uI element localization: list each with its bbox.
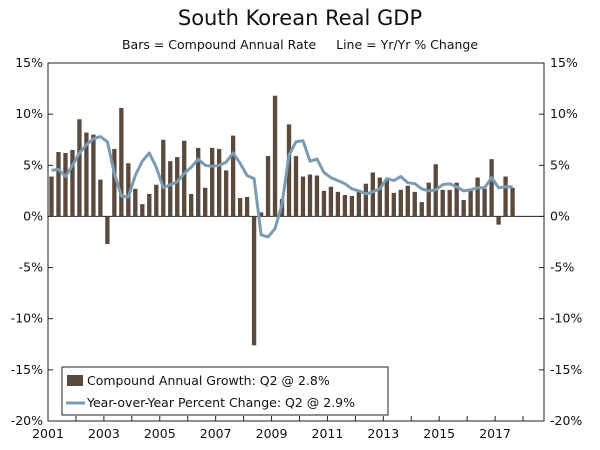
bar xyxy=(251,216,257,346)
bar xyxy=(454,182,459,217)
bar xyxy=(447,189,452,217)
bar xyxy=(286,124,292,217)
bar xyxy=(168,161,173,217)
bar xyxy=(370,172,376,217)
bar xyxy=(356,189,362,217)
bar xyxy=(140,204,145,217)
bar xyxy=(328,186,334,217)
bar xyxy=(63,153,68,217)
bar xyxy=(56,151,61,217)
bar xyxy=(377,177,382,217)
y-tick-label-right: 10% xyxy=(550,106,578,121)
bar xyxy=(196,147,201,217)
bar xyxy=(405,185,410,217)
x-tick-label: 2005 xyxy=(144,426,176,441)
y-tick-label-right: -20% xyxy=(550,413,582,428)
legend-label-line: Year-over-Year Percent Change: Q2 @ 2.9% xyxy=(86,395,355,410)
bar xyxy=(335,191,341,217)
x-tick-label: 2001 xyxy=(32,426,64,441)
x-tick-label: 2017 xyxy=(479,426,511,441)
y-tick-label-right: 15% xyxy=(550,55,578,70)
plot-frame xyxy=(47,62,545,422)
bar xyxy=(461,200,466,217)
bar xyxy=(105,216,110,245)
x-tick-label: 2011 xyxy=(312,426,344,441)
bar xyxy=(161,139,166,217)
bar xyxy=(210,147,215,217)
bar xyxy=(203,187,208,217)
y-tick-label-right: 5% xyxy=(550,157,570,172)
y-tick-label-left: -5% xyxy=(19,260,43,275)
y-tick-label-left: -20% xyxy=(11,413,43,428)
chart-title: South Korean Real GDP xyxy=(177,6,423,30)
x-tick-label: 2013 xyxy=(367,426,399,441)
yoy-line xyxy=(51,135,513,239)
bar xyxy=(133,188,138,217)
bar xyxy=(98,179,103,217)
y-tick-label-right: -15% xyxy=(550,362,582,377)
y-tick-label-right: -5% xyxy=(550,260,574,275)
legend-swatch-bars xyxy=(67,375,83,386)
y-tick-label-left: -10% xyxy=(11,311,43,326)
bar xyxy=(84,132,89,217)
bar xyxy=(384,179,389,217)
x-tick-label: 2015 xyxy=(423,426,455,441)
legend-box xyxy=(61,366,389,416)
bar xyxy=(468,190,473,217)
bar xyxy=(175,157,180,217)
bar xyxy=(307,174,313,217)
bar xyxy=(314,175,320,217)
y-tick-label-right: -10% xyxy=(550,311,582,326)
bar xyxy=(496,216,501,225)
chart-subtitle: Bars = Compound Annual Rate Line = Yr/Yr… xyxy=(121,37,479,52)
bar xyxy=(147,193,152,217)
bar xyxy=(475,177,480,217)
bar xyxy=(342,194,348,217)
bar xyxy=(363,183,369,217)
bar xyxy=(391,192,396,217)
bar xyxy=(419,202,424,217)
bar xyxy=(112,148,117,217)
bar xyxy=(230,135,236,217)
legend-label-bars: Compound Annual Growth: Q2 @ 2.8% xyxy=(87,373,330,388)
y-tick-label-left: 10% xyxy=(15,106,43,121)
bar xyxy=(182,140,187,217)
y-tick-label-left: -15% xyxy=(11,362,43,377)
bar xyxy=(265,156,271,217)
bar xyxy=(293,156,299,217)
bar xyxy=(119,108,124,217)
bar xyxy=(91,134,96,217)
bar xyxy=(237,198,243,217)
y-tick-label-left: 15% xyxy=(15,55,43,70)
bar xyxy=(482,188,487,217)
bar xyxy=(321,190,327,217)
y-tick-label-right: 0% xyxy=(550,208,570,223)
bar xyxy=(426,182,431,217)
bar xyxy=(189,193,194,217)
bar xyxy=(412,191,417,217)
bar xyxy=(70,149,75,217)
bar xyxy=(244,196,250,217)
y-tick-label-left: 5% xyxy=(23,157,43,172)
x-tick-label: 2007 xyxy=(200,426,232,441)
bar xyxy=(503,176,508,217)
bar xyxy=(489,159,494,217)
bar xyxy=(440,189,445,217)
bar xyxy=(398,189,403,217)
x-tick-label: 2003 xyxy=(88,426,120,441)
bar xyxy=(258,212,264,217)
bar xyxy=(216,148,222,217)
bar xyxy=(126,163,131,217)
bar xyxy=(77,119,82,217)
bar xyxy=(300,176,306,217)
x-tick-label: 2009 xyxy=(256,426,288,441)
bar xyxy=(154,184,159,217)
bar xyxy=(349,195,355,217)
bar xyxy=(223,170,229,217)
bar xyxy=(49,176,54,217)
bar xyxy=(272,95,278,217)
y-tick-label-left: 0% xyxy=(23,208,43,223)
bar xyxy=(510,187,515,217)
